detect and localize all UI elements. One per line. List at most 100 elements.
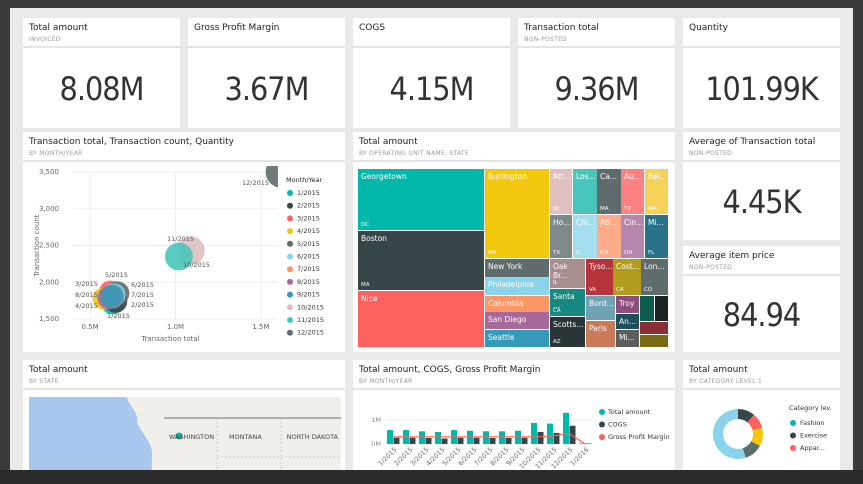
- treemap-cell[interactable]: Troy: [616, 296, 639, 313]
- scatter-bubble[interactable]: [100, 284, 124, 308]
- bar-cogs[interactable]: [393, 437, 400, 444]
- treemap-cell[interactable]: Columbia: [485, 296, 549, 312]
- map-tile[interactable]: Total amount BY STATE WASHINGTON MONTANA …: [23, 360, 345, 470]
- kpi-tile[interactable]: Transaction total NON-POSTED 9.36M: [518, 18, 675, 128]
- treemap-cell-state: NJ: [553, 206, 559, 212]
- treemap-cell-state: WA: [648, 206, 657, 212]
- tile-title: Total amount, COGS, Gross Profit Margin: [359, 365, 541, 375]
- treemap-cell-state: DC: [361, 222, 370, 228]
- bar-total-amount[interactable]: [547, 423, 553, 444]
- legend-marker: [287, 253, 293, 260]
- treemap-cell[interactable]: Scotts... AZ: [550, 317, 585, 347]
- legend-item: 10/2015: [297, 303, 324, 311]
- bar-total-amount[interactable]: [499, 431, 505, 444]
- bar-total-amount[interactable]: [387, 430, 393, 444]
- treemap-cell[interactable]: Ca... MA: [597, 169, 621, 214]
- bar-cogs[interactable]: [537, 432, 544, 444]
- bar-total-amount[interactable]: [483, 431, 489, 444]
- donut-slice[interactable]: [751, 427, 763, 447]
- bar-cogs[interactable]: [425, 438, 432, 444]
- bar-cogs[interactable]: [441, 438, 448, 444]
- treemap-cell[interactable]: Tyso... VA: [586, 259, 613, 295]
- legend-title: Month/Year: [286, 176, 323, 184]
- scatter-bubble[interactable]: [265, 166, 298, 188]
- combo-tile[interactable]: Total amount, COGS, Gross Profit Margin B…: [353, 360, 675, 470]
- bubble-label: 4/2015: [75, 302, 98, 310]
- treemap-cell[interactable]: [640, 322, 668, 334]
- legend-marker: [287, 278, 293, 285]
- treemap-cell[interactable]: Oak Br... IL: [550, 259, 585, 288]
- y-tick-label: 3,000: [39, 205, 59, 213]
- legend-marker: [599, 434, 605, 440]
- treemap-cell[interactable]: Paris: [586, 321, 615, 347]
- bar-cogs[interactable]: [521, 437, 528, 444]
- treemap-chart: Georgetown DC Boston MA Nice Burlington MA New …: [358, 169, 668, 347]
- map-label: MONTANA: [229, 433, 262, 441]
- treemap-cell[interactable]: New York: [485, 259, 549, 277]
- treemap-cell[interactable]: Bel... WA: [645, 169, 668, 214]
- treemap-cell[interactable]: Cin... OH: [621, 215, 644, 258]
- treemap-cell[interactable]: Bord...: [586, 296, 615, 320]
- treemap-cell[interactable]: Au... TX: [621, 169, 644, 214]
- treemap-cell[interactable]: Mi... FL: [645, 215, 668, 258]
- treemap-cell[interactable]: Chi... IL: [573, 215, 597, 258]
- legend-marker: [287, 228, 293, 235]
- bar-cogs[interactable]: [553, 432, 560, 444]
- tile-subtitle: BY OPERATING UNIT NAME, STATE: [359, 150, 469, 157]
- treemap-cell[interactable]: [640, 335, 668, 347]
- treemap-cell[interactable]: Atl... NJ: [550, 169, 572, 214]
- bar-total-amount[interactable]: [563, 412, 569, 444]
- line-gross-profit-margin: [393, 432, 586, 445]
- donut-slice[interactable]: [738, 409, 754, 423]
- treemap-cell-label: New York: [488, 262, 523, 271]
- treemap-cell-label: Mi...: [619, 333, 635, 342]
- bar-cogs[interactable]: [489, 438, 496, 444]
- scatter-bubble[interactable]: [164, 242, 193, 271]
- bar-total-amount[interactable]: [435, 432, 441, 444]
- bar-cogs[interactable]: [473, 437, 480, 444]
- kpi-tile[interactable]: Gross Profit Margin 3.67M: [188, 18, 345, 128]
- treemap-cell[interactable]: Philadelphia: [485, 277, 549, 295]
- map-bubble-washington[interactable]: [175, 432, 183, 440]
- treemap-cell[interactable]: [640, 296, 654, 321]
- map-label: WASHINGTON: [169, 433, 214, 441]
- bar-total-amount[interactable]: [531, 422, 537, 444]
- kpi-tile[interactable]: Total amount INVOICED 8.08M: [23, 18, 180, 128]
- treemap-cell[interactable]: An...: [616, 314, 639, 329]
- bar-cogs[interactable]: [457, 437, 464, 444]
- tile-subtitle: BY MONTH/YEAR: [359, 378, 413, 385]
- kpi-tile[interactable]: COGS 4.15M: [353, 18, 510, 128]
- treemap-cell[interactable]: Burlington MA: [485, 169, 549, 258]
- donut-slice[interactable]: [747, 414, 763, 431]
- treemap-cell[interactable]: [655, 296, 668, 321]
- legend-item: Exercise: [800, 432, 827, 440]
- treemap-cell[interactable]: Ho... TX: [550, 215, 572, 258]
- treemap-cell[interactable]: Santa ... CA: [550, 289, 585, 316]
- legend-item: COGS: [608, 421, 627, 429]
- treemap-cell[interactable]: Boston MA: [358, 231, 484, 290]
- avg-transaction-tile[interactable]: Average of Transaction total NON-POSTED 4…: [683, 132, 840, 240]
- bar-total-amount[interactable]: [419, 431, 425, 444]
- treemap-cell-state: IL: [576, 250, 581, 256]
- treemap-tile[interactable]: Total amount BY OPERATING UNIT NAME, STAT…: [353, 132, 675, 352]
- scatter-tile[interactable]: Transaction total, Transaction count, Qu…: [23, 132, 345, 352]
- treemap-cell[interactable]: Georgetown DC: [358, 169, 484, 230]
- kpi-tile[interactable]: Quantity 101.99K: [683, 18, 840, 128]
- treemap-cell[interactable]: Cost... CA: [613, 259, 641, 295]
- treemap-cell[interactable]: Los...: [573, 169, 597, 214]
- treemap-cell[interactable]: Lon... CO: [641, 259, 668, 295]
- donut-slice[interactable]: [713, 409, 746, 459]
- map-visual[interactable]: WASHINGTON MONTANA NORTH DAKOTA: [29, 397, 341, 470]
- treemap-cell[interactable]: Seattle: [485, 330, 549, 347]
- treemap-cell[interactable]: Atl... GA: [597, 215, 621, 258]
- bar-cogs[interactable]: [505, 438, 512, 444]
- bar-cogs[interactable]: [409, 437, 416, 444]
- avg-item-price-tile[interactable]: Average item price NON-POSTED 84.94: [683, 246, 840, 352]
- treemap-cell[interactable]: Nice: [358, 291, 484, 347]
- treemap-cell[interactable]: Mi...: [616, 330, 639, 347]
- tile-subtitle: NON-POSTED: [689, 150, 733, 157]
- treemap-cell[interactable]: San Diego: [485, 312, 549, 329]
- donut-tile[interactable]: Total amount BY CATEGORY LEVEL 1 Category…: [683, 360, 840, 470]
- treemap-cell-label: Ho...: [553, 218, 571, 227]
- donut-slice[interactable]: [742, 441, 760, 458]
